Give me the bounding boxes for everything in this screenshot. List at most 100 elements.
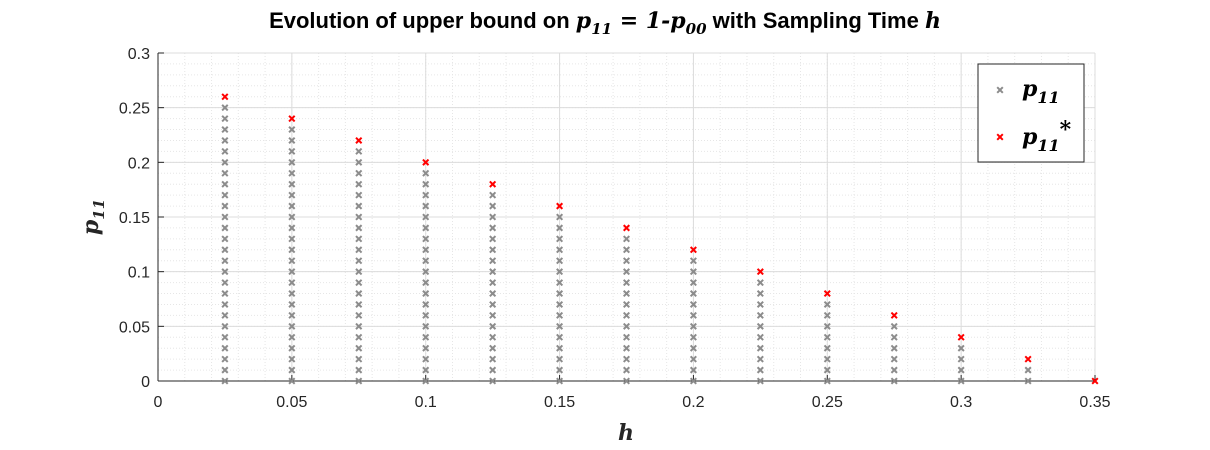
y-tick-label: 0 <box>141 374 150 391</box>
data-point-p11 <box>756 377 764 385</box>
data-point-p11-star <box>823 290 831 298</box>
data-point-p11 <box>622 366 631 374</box>
data-point-p11 <box>489 311 497 319</box>
data-point-p11 <box>221 344 229 352</box>
data-point-p11 <box>422 257 430 265</box>
data-point-p11 <box>556 257 564 265</box>
data-point-p11 <box>422 366 430 374</box>
data-point-p11-star <box>221 93 229 101</box>
data-point-p11-star <box>1091 377 1099 385</box>
title-eq: = 1- <box>612 8 670 34</box>
data-point-p11 <box>823 377 831 385</box>
title-h-var: h <box>925 8 941 34</box>
data-point-p11 <box>756 300 764 308</box>
data-point-p11 <box>355 322 363 330</box>
x-tick-label: 0.15 <box>544 394 575 411</box>
data-point-p11 <box>221 115 229 123</box>
data-point-p11 <box>355 257 363 265</box>
data-point-p11 <box>556 246 564 254</box>
data-point-p11 <box>489 213 497 221</box>
data-point-p11 <box>556 344 564 352</box>
data-point-p11 <box>288 344 296 352</box>
y-tick-label: 0.05 <box>119 319 150 336</box>
data-point-p11 <box>288 147 296 155</box>
data-point-p11 <box>689 279 697 287</box>
data-point-p11 <box>221 279 229 287</box>
legend-symbol-p11 <box>996 86 1004 94</box>
data-point-p11 <box>422 169 430 177</box>
chart-title: Evolution of upper bound on p11 = 1-p00 … <box>269 8 941 38</box>
data-point-p11 <box>556 333 564 341</box>
x-ticks: 0 0.05 0.1 0.15 0.2 0.25 0.3 0.35 <box>154 375 1111 411</box>
data-point-p11 <box>221 355 229 363</box>
data-point-p11 <box>422 224 430 232</box>
data-point-p11 <box>422 213 430 221</box>
data-point-p11 <box>355 169 363 177</box>
data-point-p11 <box>689 290 697 298</box>
data-point-p11-star <box>689 246 697 254</box>
data-point-p11 <box>288 279 296 287</box>
data-point-p11 <box>422 268 430 276</box>
data-point-p11-star <box>622 224 631 232</box>
data-point-p11 <box>622 257 631 265</box>
y-tick-label: 0.25 <box>119 101 150 118</box>
data-point-p11 <box>556 290 564 298</box>
data-point-p11 <box>489 202 497 210</box>
data-point-p11 <box>622 268 631 276</box>
y-tick-label: 0.15 <box>119 210 150 227</box>
data-point-p11 <box>288 300 296 308</box>
title-p-sub: 11 <box>591 20 612 38</box>
legend-symbol-p11-star <box>996 133 1004 141</box>
data-point-p11 <box>221 104 229 112</box>
data-point-p11 <box>221 290 229 298</box>
data-point-p11-star <box>957 333 965 341</box>
data-point-p11 <box>288 246 296 254</box>
data-point-p11 <box>422 202 430 210</box>
title-p2-sub: 00 <box>686 20 707 38</box>
data-point-p11 <box>355 300 363 308</box>
data-point-p11 <box>221 246 229 254</box>
data-point-p11 <box>422 344 430 352</box>
y-ticks: 0 0.05 0.1 0.15 0.2 0.25 0.3 <box>119 46 164 391</box>
data-point-p11 <box>556 235 564 243</box>
data-point-p11 <box>288 136 296 144</box>
legend-label-p11: p11 <box>1022 76 1060 107</box>
data-point-p11 <box>355 246 363 254</box>
title-suffix: with Sampling Time <box>707 8 925 33</box>
data-point-p11 <box>622 311 631 319</box>
data-point-p11 <box>957 355 965 363</box>
data-point-p11 <box>689 322 697 330</box>
data-point-p11 <box>422 180 430 188</box>
data-point-p11 <box>221 333 229 341</box>
data-point-p11 <box>355 213 363 221</box>
data-point-p11 <box>288 202 296 210</box>
data-point-p11 <box>556 213 564 221</box>
data-point-p11 <box>489 322 497 330</box>
data-point-p11 <box>221 158 229 166</box>
data-point-p11 <box>622 300 631 308</box>
data-point-p11 <box>622 279 631 287</box>
data-point-p11-star <box>355 136 363 144</box>
major-grid <box>157 52 1096 382</box>
data-point-p11 <box>221 268 229 276</box>
legend-marker-p11-star <box>996 133 1004 141</box>
data-point-p11 <box>489 333 497 341</box>
data-point-p11 <box>957 377 965 385</box>
data-point-p11 <box>288 322 296 330</box>
data-point-p11 <box>221 180 229 188</box>
data-point-p11 <box>288 180 296 188</box>
data-point-p11-star <box>288 115 296 123</box>
data-point-p11 <box>355 311 363 319</box>
data-point-p11 <box>355 191 363 199</box>
data-point-p11 <box>556 279 564 287</box>
data-point-p11 <box>622 377 631 385</box>
data-point-p11 <box>489 191 497 199</box>
data-point-p11 <box>689 344 697 352</box>
data-point-p11 <box>957 344 965 352</box>
data-point-p11 <box>288 191 296 199</box>
data-point-p11 <box>355 344 363 352</box>
x-tick-label: 0.05 <box>276 394 307 411</box>
data-point-p11 <box>355 235 363 243</box>
data-point-p11 <box>890 344 898 352</box>
x-tick-label: 0.35 <box>1079 394 1110 411</box>
